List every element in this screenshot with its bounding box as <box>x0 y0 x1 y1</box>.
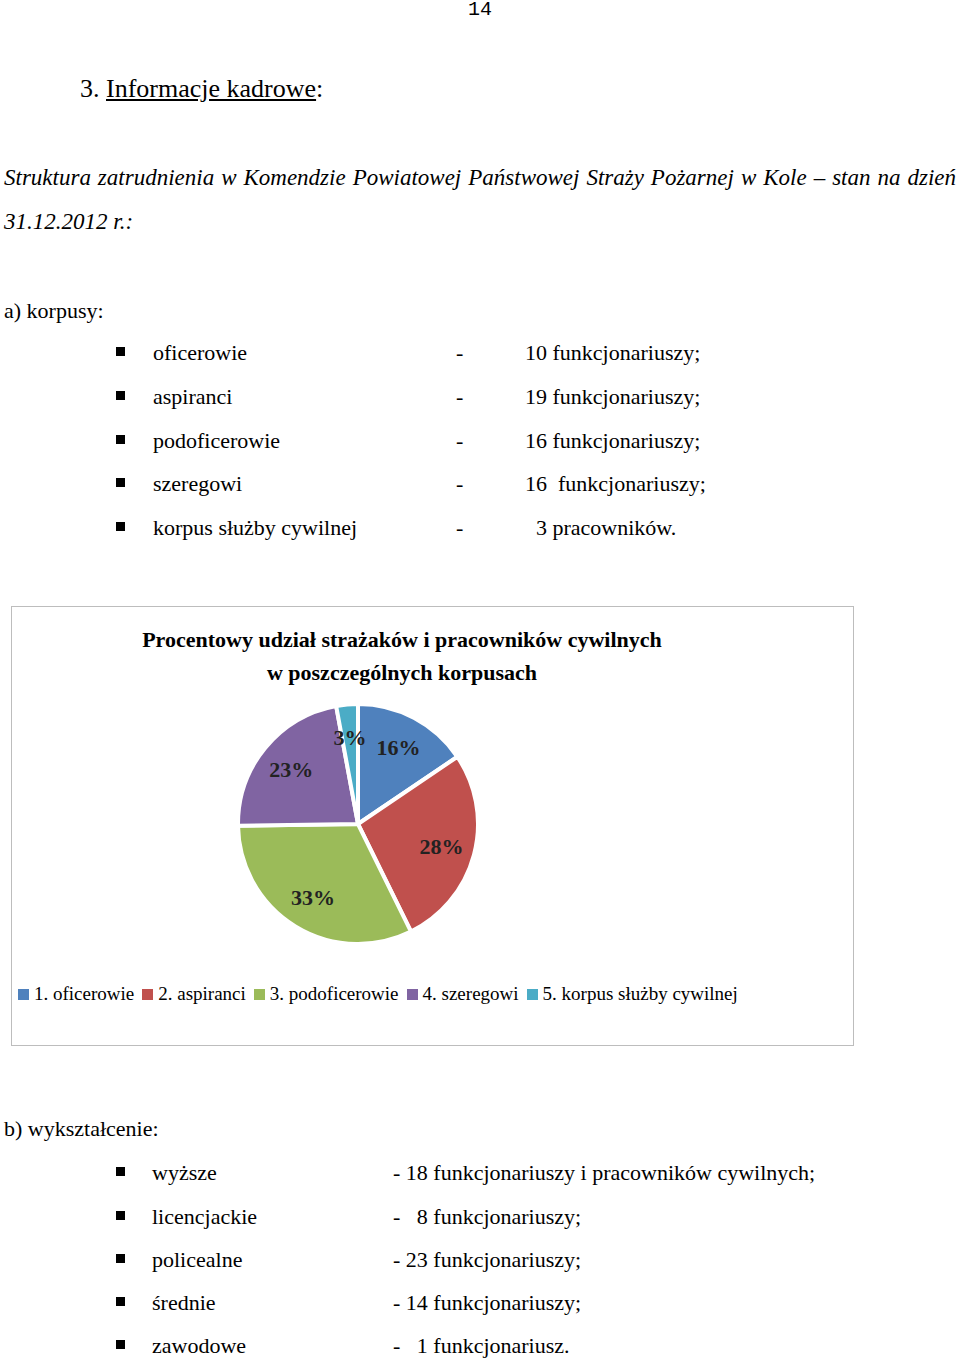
html-text:średnie: średnie <box>152 1289 216 1315</box>
html-text:aspiranci: aspiranci <box>153 383 233 409</box>
html-text:3. podoficerowie: 3. podoficerowie <box>269 983 399 1004</box>
html-text:3. Informacje kadrowe:: 3. Informacje kadrowe: <box>80 73 324 103</box>
html-text:- 18 funkcjonariuszy i pracown: - 18 funkcjonariuszy i pracowników cywil… <box>393 1159 816 1185</box>
html-text:- 23 funkcjonariuszy;: - 23 funkcjonariuszy; <box>393 1246 582 1272</box>
html-text:policealne: policealne <box>152 1246 243 1272</box>
svg-text:3%: 3% <box>334 725 367 750</box>
html-text:- 14 funkcjonariuszy;: - 14 funkcjonariuszy; <box>393 1289 582 1315</box>
svg-text:23%: 23% <box>269 757 313 782</box>
html-text:b) wykształcenie:: b) wykształcenie: <box>4 1115 159 1141</box>
html-text:1. oficerowie: 1. oficerowie <box>34 983 135 1004</box>
html-text:- 8 funkcjonariuszy;: - 8 funkcjonariuszy; <box>393 1203 582 1229</box>
svg-text:16%: 16% <box>377 735 421 760</box>
html-text:podoficerowie: podoficerowie <box>153 427 281 453</box>
html-text:Struktura zatrudnienia w Komen: Struktura zatrudnienia w Komendzie Powia… <box>4 165 956 234</box>
html-text:w poszczególnych korpusach: w poszczególnych korpusach <box>266 660 538 685</box>
html-text:korpus służby cywilnej: korpus służby cywilnej <box>153 514 358 540</box>
html-text:16 funkcjonariuszy;: 16 funkcjonariuszy; <box>525 427 701 453</box>
html-text:wyższe: wyższe <box>152 1159 217 1185</box>
html-text:5. korpus służby cywilnej: 5. korpus służby cywilnej <box>542 983 738 1004</box>
html-text:Procentowy udział strażaków i: Procentowy udział strażaków i pracownikó… <box>142 627 662 652</box>
html-text:2. aspiranci: 2. aspiranci <box>158 983 246 1004</box>
svg-text:33%: 33% <box>291 885 335 910</box>
html-text:oficerowie: oficerowie <box>153 339 248 365</box>
html-text:10 funkcjonariuszy;: 10 funkcjonariuszy; <box>525 339 701 365</box>
html-text:licencjackie: licencjackie <box>152 1203 257 1229</box>
html-text:- 1 funkcjonariusz.: - 1 funkcjonariusz. <box>393 1332 570 1358</box>
html-text:a) korpusy:: a) korpusy: <box>4 297 104 323</box>
svg-text:28%: 28% <box>420 834 464 859</box>
html-text:3 pracowników.: 3 pracowników. <box>525 514 677 540</box>
html-text:16 funkcjonariuszy;: 16 funkcjonariuszy; <box>525 470 706 496</box>
html-text:zawodowe: zawodowe <box>152 1332 247 1358</box>
html-text:szeregowi: szeregowi <box>153 470 243 496</box>
html-text:4. szeregowi: 4. szeregowi <box>422 983 519 1004</box>
html-text:19 funkcjonariuszy;: 19 funkcjonariuszy; <box>525 383 701 409</box>
